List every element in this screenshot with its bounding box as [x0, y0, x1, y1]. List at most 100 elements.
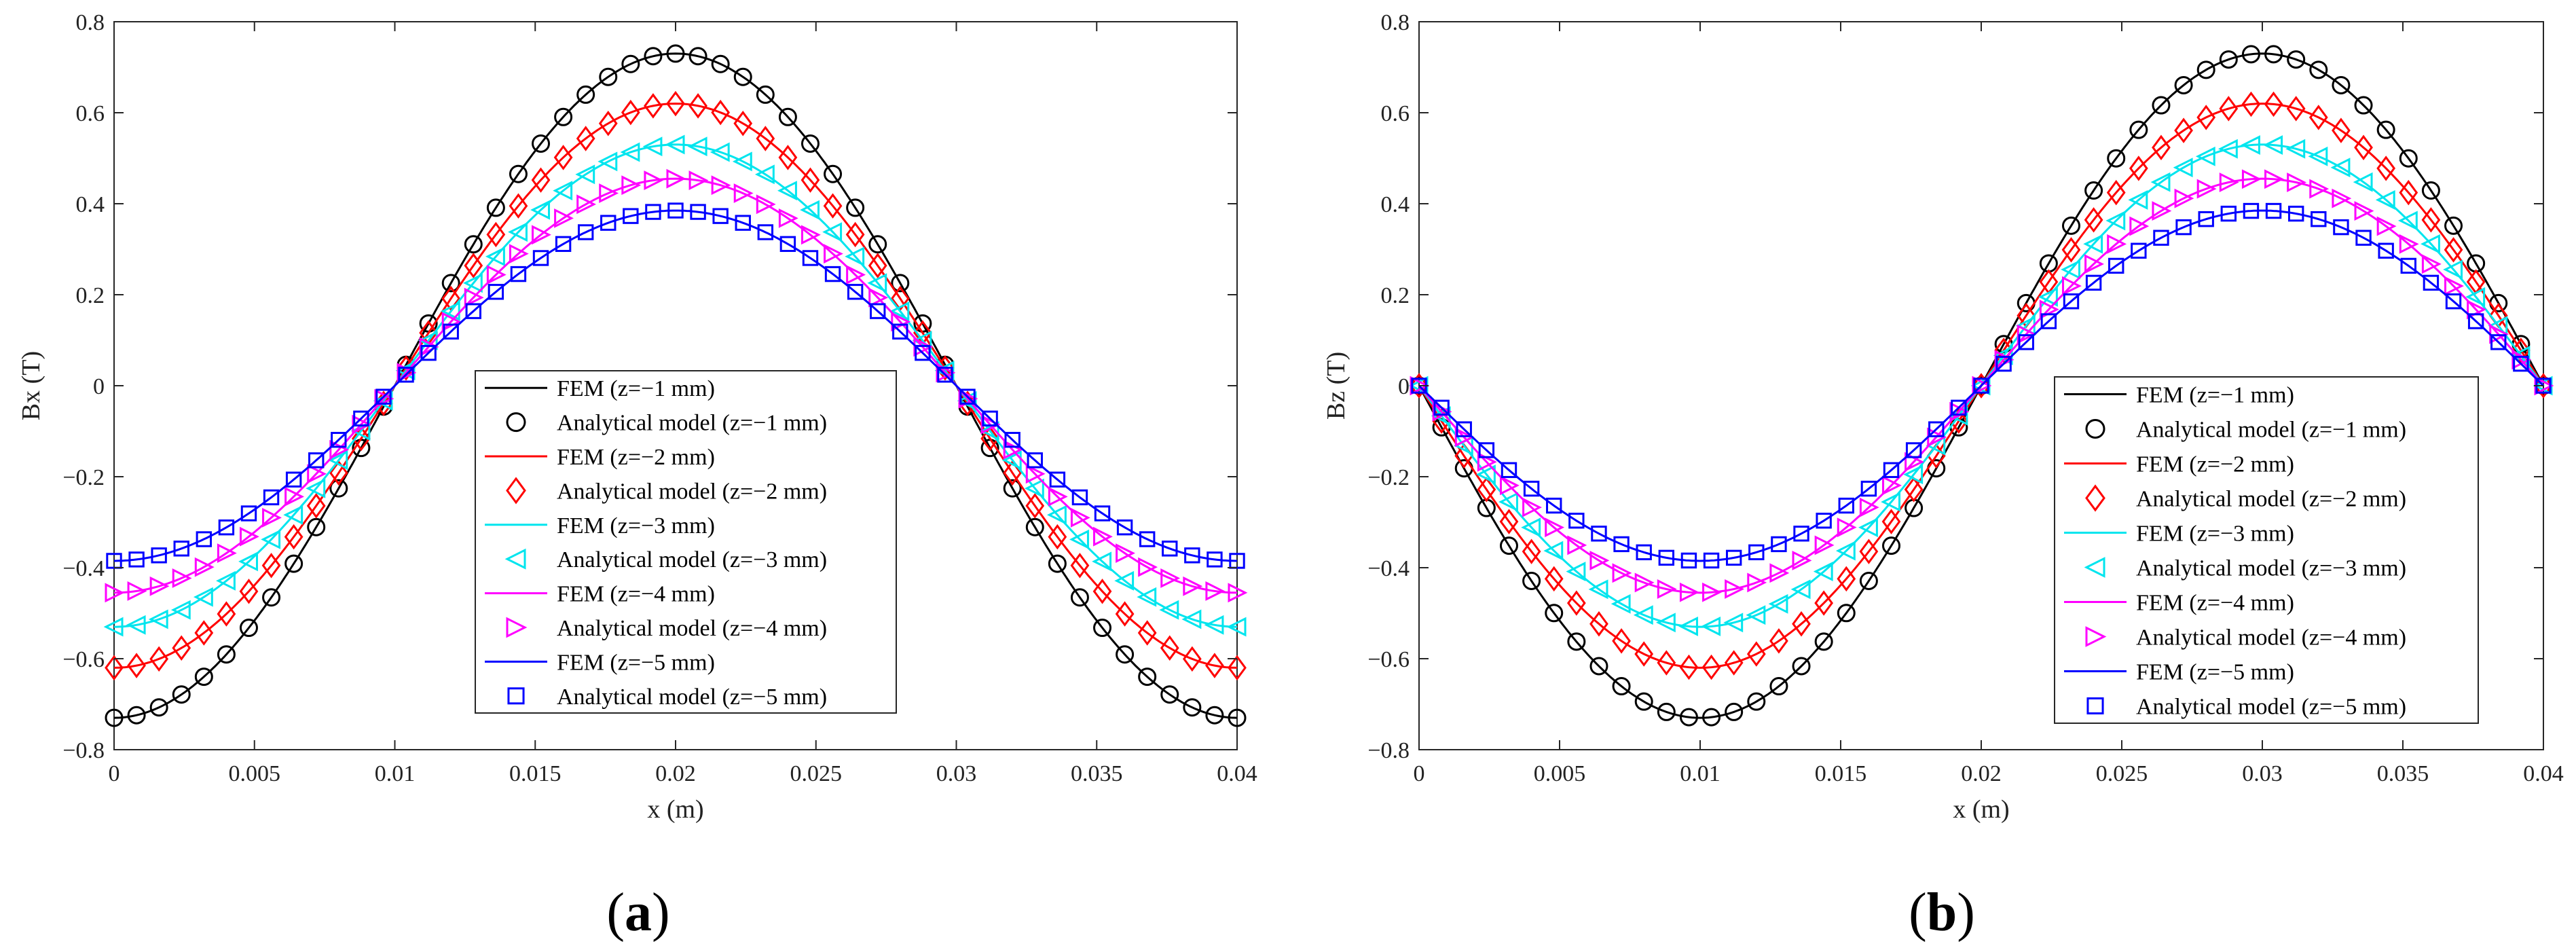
- marker-triangle-right: [868, 287, 889, 308]
- marker-triangle-right: [756, 194, 776, 215]
- marker-triangle-left: [1768, 593, 1788, 614]
- marker-square: [1613, 536, 1630, 553]
- marker-diamond: [1814, 590, 1834, 616]
- marker-diamond: [2308, 105, 2328, 130]
- y-tick-label: 0.2: [76, 283, 105, 308]
- marker-square: [1456, 421, 1472, 437]
- marker-circle: [644, 47, 663, 66]
- marker-diamond: [306, 493, 326, 519]
- marker-diamond: [127, 653, 146, 678]
- legend-marker-z5: [507, 687, 525, 705]
- marker-triangle-left: [418, 331, 438, 350]
- marker-triangle-right: [733, 183, 754, 203]
- marker-circle: [239, 619, 258, 638]
- marker-triangle-right: [2196, 179, 2217, 199]
- marker-triangle-right: [1814, 535, 1835, 555]
- marker-triangle-right: [217, 543, 237, 564]
- marker-diamond: [2332, 117, 2351, 143]
- marker-triangle-left: [845, 246, 865, 267]
- y-axis-label: Bx (T): [17, 351, 45, 420]
- marker-circle: [2196, 60, 2215, 79]
- marker-triangle-left: [350, 421, 371, 441]
- marker-triangle-left: [889, 301, 910, 321]
- marker-diamond: [2219, 96, 2239, 122]
- marker-triangle-right: [576, 194, 597, 215]
- marker-diamond: [172, 635, 191, 661]
- marker-triangle-right: [666, 168, 686, 189]
- marker-diamond: [621, 99, 640, 126]
- marker-triangle-right: [1228, 583, 1248, 603]
- marker-triangle-left: [103, 617, 124, 637]
- marker-diamond: [868, 253, 887, 278]
- marker-triangle-right: [1792, 550, 1812, 570]
- marker-square: [240, 505, 257, 522]
- marker-square: [1905, 442, 1922, 458]
- marker-circle: [1725, 702, 1744, 721]
- marker-square: [1478, 442, 1495, 458]
- marker-triangle-right: [599, 183, 619, 203]
- marker-triangle-right: [1567, 535, 1587, 555]
- marker-diamond: [1544, 566, 1564, 592]
- marker-square: [2108, 257, 2124, 274]
- marker-diamond: [1003, 460, 1023, 486]
- marker-triangle-right: [194, 557, 215, 577]
- marker-diamond: [2061, 237, 2081, 263]
- marker-circle: [1228, 708, 1247, 727]
- marker-triangle-left: [2218, 139, 2238, 159]
- marker-diamond: [1182, 646, 1202, 672]
- marker-circle: [1138, 668, 1157, 687]
- marker-circle: [2174, 75, 2193, 94]
- marker-circle: [621, 54, 640, 73]
- marker-triangle-left: [1611, 593, 1631, 614]
- marker-circle: [1792, 657, 1811, 676]
- marker-square: [1004, 432, 1020, 448]
- marker-circle: [733, 67, 752, 86]
- marker-square: [2175, 219, 2192, 236]
- marker-square: [1838, 497, 1854, 514]
- marker-diamond: [1859, 538, 1879, 564]
- marker-triangle-left: [440, 301, 460, 321]
- marker-circle: [2287, 50, 2306, 69]
- marker-square: [2423, 274, 2440, 291]
- marker-square: [420, 344, 437, 361]
- marker-circle: [194, 668, 213, 687]
- marker-diamond: [1137, 620, 1157, 646]
- marker-square: [735, 215, 751, 231]
- marker-triangle-left: [553, 181, 573, 201]
- marker-circle: [172, 685, 191, 704]
- marker-square: [1771, 536, 1787, 553]
- marker-triangle-right: [2444, 276, 2464, 296]
- marker-triangle-left: [193, 587, 213, 607]
- marker-diamond: [261, 553, 281, 579]
- legend-marker-z2: [506, 477, 526, 505]
- marker-square: [1703, 552, 1720, 569]
- marker-circle: [1070, 588, 1089, 607]
- legend-label-analytical-z2: Analytical model (z=−2 mm): [2136, 487, 2406, 512]
- marker-square: [757, 224, 774, 240]
- marker-triangle-right: [2399, 234, 2419, 254]
- marker-circle: [1747, 692, 1766, 711]
- marker-square: [2085, 274, 2102, 291]
- marker-diamond: [441, 285, 461, 312]
- marker-square: [1116, 519, 1133, 536]
- y-tick-label: −0.8: [62, 738, 105, 763]
- x-tick-label: 0.005: [1534, 761, 1586, 786]
- marker-diamond: [2376, 156, 2396, 181]
- marker-triangle-left: [867, 273, 887, 293]
- marker-diamond: [1092, 579, 1112, 604]
- marker-triangle-left: [530, 200, 551, 220]
- marker-triangle-left: [2443, 259, 2463, 280]
- legend-label-fem-z1: FEM (z=−1 mm): [2136, 383, 2294, 408]
- marker-triangle-right: [2219, 172, 2239, 192]
- marker-triangle-right: [1634, 572, 1655, 593]
- marker-circle: [1814, 632, 1833, 651]
- x-tick-label: 0.03: [2242, 761, 2283, 786]
- marker-triangle-left: [1701, 616, 1721, 636]
- marker-diamond: [2084, 207, 2103, 233]
- marker-square: [151, 547, 167, 564]
- marker-triangle-right: [1702, 582, 1722, 602]
- marker-triangle-left: [238, 551, 258, 572]
- marker-circle: [778, 107, 797, 126]
- marker-square: [1027, 452, 1043, 469]
- legend-label-fem-z1: FEM (z=−1 mm): [557, 376, 715, 401]
